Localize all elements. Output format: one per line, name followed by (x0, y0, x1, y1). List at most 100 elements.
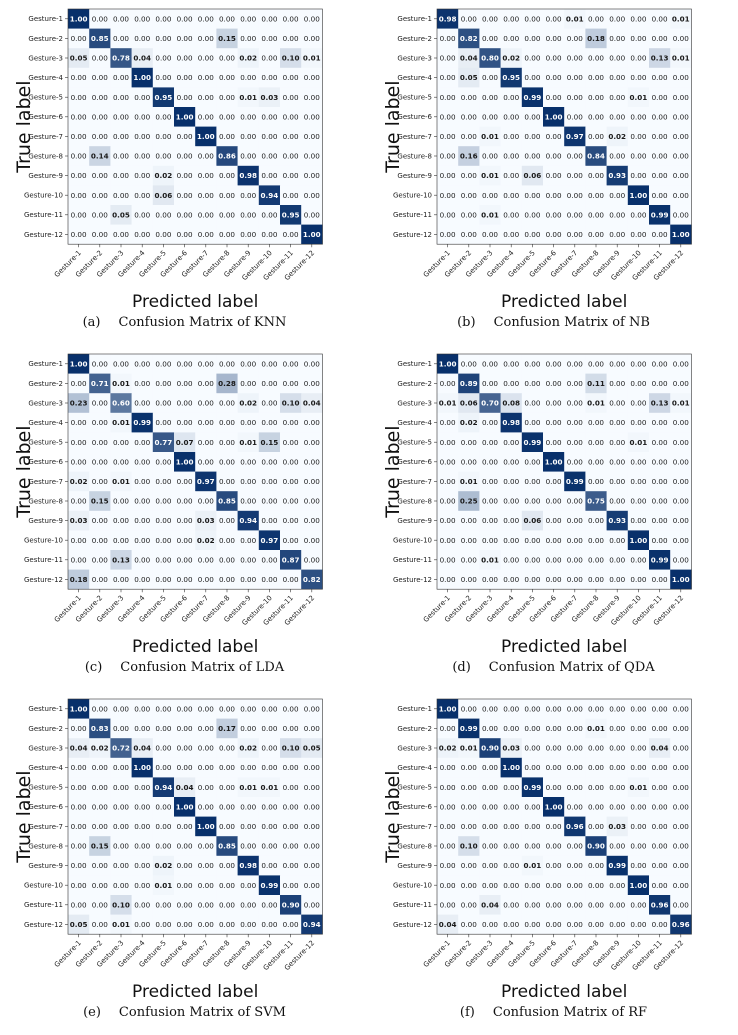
cell-value-label: 0.00 (134, 861, 150, 870)
cell-value-label: 0.00 (134, 822, 150, 831)
cell-value-label: 0.00 (652, 93, 668, 102)
cell-value-label: 0.18 (587, 34, 605, 43)
matrix-cell (500, 452, 523, 472)
cell-value-label: 0.00 (177, 54, 193, 63)
cell-value-label: 0.00 (482, 34, 498, 43)
matrix-cell (131, 836, 154, 857)
caption-label: (e) (83, 1005, 101, 1020)
matrix-cell (649, 412, 671, 433)
cell-value-label: 0.13 (651, 399, 669, 408)
cell-value-label: 0.00 (652, 704, 668, 713)
cell-value-label: 0.00 (503, 575, 519, 584)
matrix-cell (89, 757, 111, 778)
cell-value-label: 1.00 (176, 457, 194, 466)
matrix-cell (649, 797, 671, 817)
matrix-cell (437, 777, 459, 798)
y-tick-label: Gesture-7 (397, 478, 432, 486)
y-tick-label: Gesture-7 (28, 133, 63, 141)
cell-value-label: 0.00 (503, 34, 519, 43)
cell-value-label: 0.00 (219, 763, 235, 772)
cell-value-label: 0.00 (673, 881, 689, 890)
confusion-matrix-lda-chart: 1.00 0.00 0.00 0.00 0.00 0.00 0.00 0.00 0.00 0.00… (13, 353, 323, 655)
matrix-cell (237, 569, 260, 590)
cell-value-label: 0.00 (567, 54, 583, 63)
matrix-cell (68, 165, 90, 186)
cell-value-label: 0.00 (155, 900, 171, 909)
y-tick-label: Gesture-9 (397, 862, 432, 870)
cell-value-label: 0.00 (503, 171, 519, 180)
cell-value-label: 0.99 (133, 418, 151, 427)
matrix-cell (670, 836, 692, 857)
matrix-cell (585, 471, 607, 492)
cell-value-label: 0.00 (219, 881, 235, 890)
cell-value-label: 0.00 (482, 379, 498, 388)
matrix-cell (627, 185, 650, 206)
cell-value-label: 0.00 (283, 881, 299, 890)
cell-value-label: 0.00 (546, 54, 562, 63)
matrix-cell (280, 205, 302, 225)
matrix-cell (174, 550, 196, 570)
matrix-cell (68, 797, 90, 817)
matrix-cell (237, 146, 260, 167)
cell-value-label: 1.00 (545, 457, 563, 466)
matrix-cell (110, 797, 132, 817)
matrix-cell (437, 185, 459, 206)
matrix-cell (237, 875, 260, 896)
matrix-cell (152, 67, 175, 88)
cell-value-label: 0.00 (198, 438, 214, 447)
cell-value-label: 0.00 (546, 477, 562, 486)
cell-value-label: 0.00 (198, 861, 214, 870)
cell-value-label: 0.00 (134, 210, 150, 219)
cell-value-label: 0.01 (239, 93, 257, 102)
matrix-cell (131, 895, 154, 915)
matrix-cell (131, 87, 154, 108)
cell-value-label: 0.00 (219, 802, 235, 811)
cell-value-label: 0.00 (304, 861, 320, 870)
cell-value-label: 0.00 (588, 359, 604, 368)
cell-value-label: 0.00 (503, 920, 519, 929)
matrix-cell (479, 146, 501, 167)
cell-value-label: 0.00 (546, 34, 562, 43)
matrix-cell (152, 471, 175, 492)
cell-value-label: 0.00 (524, 744, 540, 753)
cell-value-label: 0.00 (524, 191, 540, 200)
matrix-cell (237, 28, 260, 49)
cell-value-label: 0.00 (240, 112, 256, 121)
cell-value-label: 0.00 (630, 379, 646, 388)
cell-value-label: 0.00 (673, 438, 689, 447)
cell-value-label: 0.00 (155, 842, 171, 851)
cell-value-label: 0.00 (503, 112, 519, 121)
cell-value-label: 0.00 (440, 536, 456, 545)
matrix-cell (301, 9, 323, 29)
matrix-cell (649, 354, 671, 374)
matrix-cell (670, 87, 692, 108)
matrix-cell (152, 48, 175, 69)
cell-value-label: 0.00 (219, 230, 235, 239)
cell-value-label: 0.00 (440, 418, 456, 427)
matrix-cell (68, 107, 90, 127)
matrix-cell (68, 28, 90, 49)
matrix-cell (174, 165, 196, 186)
cell-value-label: 0.00 (240, 704, 256, 713)
matrix-cell (216, 550, 238, 570)
matrix-frame (67, 353, 323, 590)
cell-value-label: 0.00 (482, 822, 498, 831)
matrix-cell (301, 146, 323, 167)
matrix-cell (174, 738, 196, 759)
matrix-cell (174, 569, 196, 590)
cell-value-label: 0.00 (652, 230, 668, 239)
matrix-cell (216, 836, 238, 857)
cell-value-label: 0.00 (261, 477, 277, 486)
cell-value-label: 0.00 (155, 536, 171, 545)
cell-value-label: 0.00 (113, 230, 129, 239)
cell-value-label: 0.00 (652, 34, 668, 43)
y-tick-label: Gesture-11 (24, 556, 63, 564)
matrix-cell (195, 550, 217, 570)
matrix-cell (670, 510, 692, 531)
matrix-cell (280, 87, 302, 108)
matrix-cell (110, 491, 132, 512)
cell-value-label: 0.00 (567, 536, 583, 545)
matrix-cell (627, 836, 650, 857)
cell-value-label: 0.00 (503, 359, 519, 368)
matrix-cell (606, 797, 629, 817)
